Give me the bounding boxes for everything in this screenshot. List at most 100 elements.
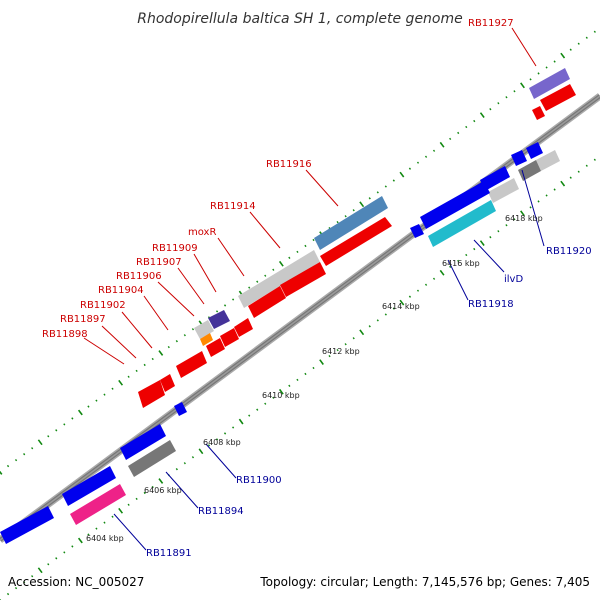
tick-minor	[304, 372, 307, 376]
label-rb11918[interactable]: RB11918	[468, 299, 514, 310]
gene-rb11907-orf[interactable]	[194, 320, 214, 339]
label-rb11907[interactable]: RB11907	[136, 257, 182, 268]
tick-major	[439, 141, 445, 148]
label-rb11914[interactable]: RB11914	[210, 201, 256, 212]
gene-rb11920-a[interactable]	[511, 150, 527, 166]
label-rb11906[interactable]: RB11906	[116, 271, 162, 282]
tick-label-6410: 6410 kbp	[262, 391, 300, 400]
gene-rb11909-orf[interactable]	[208, 310, 230, 329]
tick-minor	[256, 280, 259, 283]
tick-minor	[473, 247, 476, 251]
gene-rb11891[interactable]	[0, 506, 54, 544]
gene-rb11918-small[interactable]	[410, 224, 424, 238]
tick-major	[359, 201, 365, 208]
tick-minor	[424, 283, 428, 286]
gene-rb11897[interactable]	[160, 374, 175, 392]
label-rb11897[interactable]: RB11897	[60, 314, 106, 325]
label-rb11891[interactable]: RB11891	[146, 548, 192, 559]
gene-rb11914[interactable]	[280, 262, 326, 297]
label-rb11904[interactable]: RB11904	[98, 285, 144, 296]
tick-minor	[14, 586, 18, 590]
label-rb11894[interactable]: RB11894	[198, 506, 244, 517]
tick-minor	[505, 96, 508, 99]
gene-rb11900-small[interactable]	[174, 402, 187, 416]
label-rb11898[interactable]: RB11898	[42, 329, 88, 340]
gene-rb11916[interactable]	[320, 217, 392, 266]
tick-major	[479, 112, 485, 118]
gene-rb11920-orf[interactable]	[536, 150, 560, 171]
tick-minor	[312, 238, 315, 242]
tick-minor	[505, 224, 508, 227]
label-rb11909[interactable]: RB11909	[152, 243, 198, 254]
gene-rb11920-b[interactable]	[526, 142, 543, 159]
label-leaders	[83, 27, 545, 551]
tick-minor	[545, 66, 548, 69]
gene-rb11918[interactable]	[420, 181, 490, 229]
gene-rb11894-orf[interactable]	[128, 440, 176, 477]
tick-minor	[569, 176, 572, 179]
label-moxr[interactable]: moxR	[188, 227, 216, 238]
gene-ilvd[interactable]	[428, 200, 496, 247]
tick-minor	[248, 414, 251, 417]
gene-rb11916-orf[interactable]	[314, 196, 388, 250]
gene-rb11927[interactable]	[540, 84, 576, 111]
tick-minor	[465, 253, 468, 257]
tick-major	[520, 210, 525, 217]
gene-rb11894[interactable]	[62, 466, 116, 506]
tick-minor	[47, 435, 50, 438]
tick-minor	[312, 366, 315, 370]
tick-minor	[296, 250, 299, 254]
gene-rb11900[interactable]	[120, 424, 166, 460]
tick-major	[158, 478, 164, 484]
tick-minor	[368, 197, 371, 200]
label-rb11927[interactable]: RB11927	[468, 18, 514, 29]
label-ilvd[interactable]: ilvD	[504, 274, 523, 285]
tick-minor	[585, 164, 588, 167]
tick-major	[479, 240, 485, 246]
tick-minor	[408, 167, 412, 170]
tick-major	[118, 379, 124, 386]
gene-small-red[interactable]	[532, 106, 545, 120]
gene-rb11906[interactable]	[220, 328, 239, 347]
tick-minor	[408, 295, 412, 298]
tick-major	[319, 359, 324, 365]
label-rb11916[interactable]: RB11916	[266, 159, 312, 170]
tick-minor	[232, 426, 235, 429]
tick-label-6418: 6418 kbp	[505, 214, 543, 223]
tick-minor	[593, 158, 596, 161]
tick-major	[399, 171, 405, 178]
label-rb11900[interactable]: RB11900	[236, 475, 282, 486]
map-title: Rhodopirellula baltica SH 1, complete ge…	[137, 11, 463, 27]
gene-rb11909[interactable]	[234, 318, 253, 337]
gene-moxr[interactable]	[248, 286, 286, 318]
reverse-labels: RB11927 RB11916 RB11914 moxR RB11909 RB1…	[42, 18, 514, 340]
gene-rb11902[interactable]	[176, 351, 207, 378]
gene-rb11891-orf[interactable]	[70, 484, 126, 525]
reverse-strand-track	[138, 68, 576, 408]
tick-minor	[449, 265, 452, 269]
gene-rb11907-orange[interactable]	[200, 333, 213, 346]
tick-minor	[31, 447, 34, 450]
tick-minor	[95, 527, 98, 530]
tick-minor	[272, 396, 275, 399]
tick-major	[118, 507, 124, 514]
label-rb11920[interactable]: RB11920	[546, 246, 592, 257]
tick-minor	[432, 277, 436, 280]
tick-minor	[207, 444, 211, 447]
tick-minor	[416, 289, 420, 292]
tick-minor	[87, 405, 90, 408]
gene-ilvd-orf[interactable]	[488, 178, 519, 203]
gene-rb11904[interactable]	[206, 338, 225, 357]
tick-minor	[248, 286, 251, 289]
label-rb11902[interactable]: RB11902	[80, 300, 126, 311]
gene-rb11927-orf[interactable]	[529, 68, 570, 99]
gene-rb11898[interactable]	[138, 380, 165, 408]
tick-minor	[127, 375, 130, 378]
tick-minor	[135, 369, 138, 373]
gene-rb11920[interactable]	[480, 166, 510, 191]
tick-minor	[183, 334, 186, 337]
gene-rb11914-orf[interactable]	[238, 250, 320, 308]
tick-minor	[497, 102, 500, 105]
tick-minor	[352, 337, 355, 340]
